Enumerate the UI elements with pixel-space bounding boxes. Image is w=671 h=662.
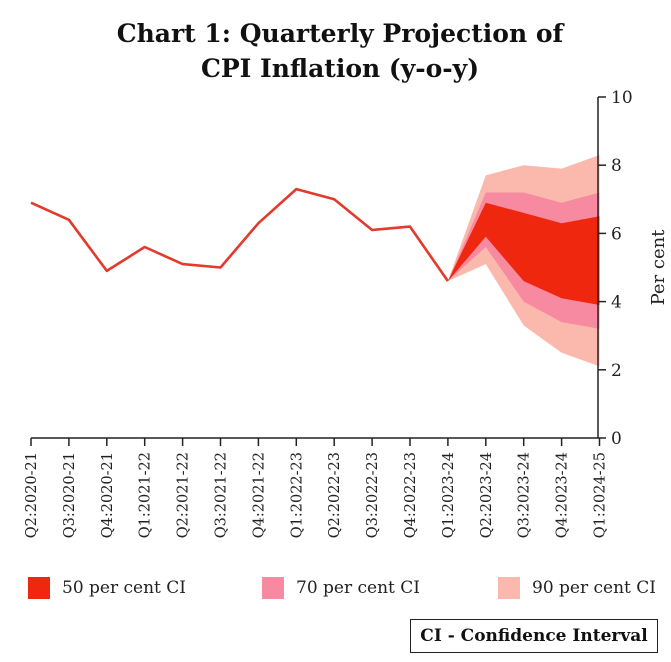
- x-tick-label: Q1:2024-25: [593, 452, 609, 538]
- fan-chart-bands: [447, 155, 600, 367]
- legend-label-50ci: 50 per cent CI: [62, 578, 186, 598]
- x-tick-label: Q2:2023-24: [479, 452, 495, 538]
- x-tick-label: Q2:2022-23: [327, 452, 343, 538]
- legend-swatch-70ci: [262, 577, 284, 599]
- legend-item-70ci: 70 per cent CI: [262, 576, 420, 600]
- x-tick-label: Q1:2022-23: [289, 452, 305, 538]
- y-tick-label: 2: [611, 361, 622, 381]
- x-tick-label: Q4:2022-23: [403, 452, 419, 538]
- x-tick-label: Q2:2021-22: [176, 452, 192, 538]
- x-tick-label: Q1:2023-24: [441, 452, 457, 538]
- x-tick-label: Q3:2023-24: [517, 452, 533, 538]
- cpi-inflation-line-group: [30, 187, 449, 282]
- confidence-interval-note: CI - Confidence Interval: [410, 619, 658, 653]
- x-tick-label: Q4:2021-22: [251, 452, 267, 538]
- confidence-interval-note-text: CI - Confidence Interval: [420, 626, 648, 646]
- x-tick-label: Q3:2022-23: [365, 452, 381, 538]
- legend-swatch-50ci: [28, 577, 50, 599]
- chart-plot-area: 0 2 4 6 8 10 Per cent Q2:2020-21 Q3:2020-21 Q4:20…: [24, 88, 669, 538]
- legend-item-90ci: 90 per cent CI: [498, 576, 656, 600]
- chart-title-line-2: CPI Inflation (y-o-y): [200, 54, 480, 83]
- x-tick-label: Q3:2020-21: [62, 452, 78, 538]
- fan-band-50ci: [447, 202, 600, 305]
- x-tick-label: Q4:2023-24: [555, 452, 571, 538]
- axes: 0 2 4 6 8 10 Per cent Q2:2020-21 Q3:2020-21 Q4:20…: [24, 88, 669, 538]
- x-tick-label: Q4:2020-21: [100, 452, 116, 538]
- legend-label-70ci: 70 per cent CI: [296, 578, 420, 598]
- y-tick-label: 10: [611, 88, 633, 108]
- x-tick-label: Q2:2020-21: [24, 452, 40, 538]
- chart-title-line-1: Chart 1: Quarterly Projection of: [116, 19, 564, 48]
- y-tick-label: 4: [611, 293, 622, 313]
- x-tick-label: Q1:2021-22: [138, 452, 154, 538]
- y-tick-label: 0: [611, 429, 622, 449]
- legend-item-50ci: 50 per cent CI: [28, 576, 186, 600]
- chart-title: Chart 1: Quarterly Projection of CPI Inf…: [60, 16, 620, 86]
- y-tick-label: 8: [611, 156, 622, 176]
- cpi-inflation-line: [30, 187, 449, 282]
- y-axis-label: Per cent: [648, 229, 669, 306]
- legend-label-90ci: 90 per cent CI: [532, 578, 656, 598]
- legend-swatch-90ci: [498, 577, 520, 599]
- y-tick-label: 6: [611, 224, 622, 244]
- x-tick-label: Q3:2021-22: [214, 452, 230, 538]
